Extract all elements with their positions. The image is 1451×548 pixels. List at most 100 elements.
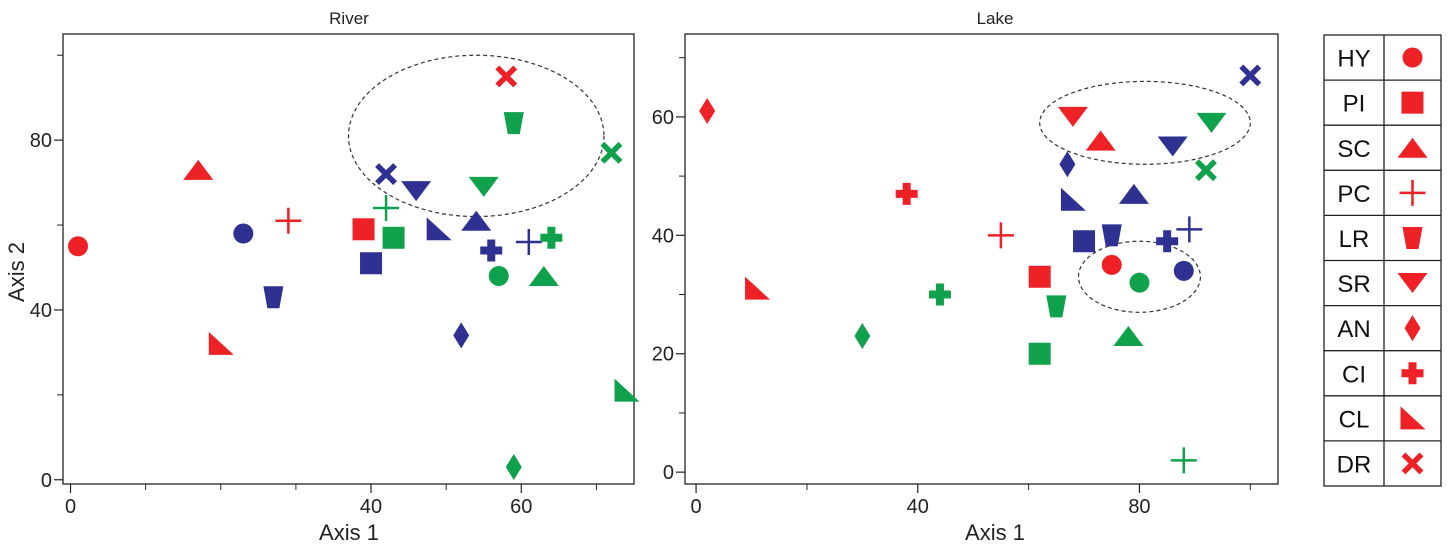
lake-point-pi-green <box>1028 342 1051 365</box>
lake-y-tick-label: 20 <box>652 344 674 366</box>
lake-x-axis-label: Axis 1 <box>965 520 1025 545</box>
river-y-tick-label: 0 <box>41 470 52 492</box>
legend-marker-pc <box>1399 179 1426 206</box>
legend-label-cl: CL <box>1339 406 1370 433</box>
lake-point-pi-blue <box>1073 230 1096 253</box>
lake-point-sc-red <box>1085 130 1116 151</box>
river-point-pi-green <box>382 226 405 249</box>
lake-point-dr-green <box>1195 159 1217 182</box>
river-point-pc-green <box>373 195 400 222</box>
legend-table: HY PI SC PC LR SR AN CI CL DR <box>1323 34 1442 487</box>
lake-point-ci-red <box>895 182 918 205</box>
lake-x-tick-label: 80 <box>1128 496 1150 518</box>
lake-point-pi-red <box>1028 265 1051 288</box>
river-panel: River Axis 1 Axis 2 0 40 60 0 40 80 <box>4 9 640 545</box>
river-point-an-green <box>505 454 522 481</box>
legend-label-sr: SR <box>1337 271 1370 298</box>
lake-point-cl-blue <box>1060 187 1086 211</box>
lake-point-an-red <box>699 97 716 124</box>
lake-cluster-ellipse-1 <box>1039 80 1251 165</box>
lake-panel: Lake Axis 1 0 40 80 0 20 40 60 <box>652 9 1279 545</box>
lake-point-hy-red <box>1101 254 1122 275</box>
lake-point-lr-green <box>1046 295 1067 318</box>
legend-label-lr: LR <box>1339 226 1370 253</box>
river-point-lr-blue <box>263 286 284 309</box>
lake-point-sr-green <box>1196 112 1227 133</box>
river-point-lr-green <box>503 112 524 135</box>
river-point-ci-green <box>540 226 563 249</box>
river-point-cl-blue <box>426 217 452 241</box>
river-y-tick-label: 80 <box>30 130 52 152</box>
lake-point-sc-blue <box>1118 183 1149 204</box>
river-point-pi-red <box>352 218 375 241</box>
river-point-pi-blue <box>360 252 383 275</box>
legend-marker-an <box>1404 315 1421 342</box>
river-point-hy-blue <box>233 223 254 244</box>
legend-marker-hy <box>1402 47 1423 68</box>
river-point-sr-blue <box>401 181 432 202</box>
legend-label-ci: CI <box>1342 361 1366 388</box>
legend-marker-lr <box>1402 226 1423 249</box>
lake-point-hy-green <box>1129 272 1150 293</box>
river-point-ci-blue <box>480 239 503 262</box>
lake-point-pc-green <box>1170 447 1197 474</box>
lake-point-hy-blue <box>1173 260 1194 281</box>
river-point-cl-green <box>614 378 640 402</box>
river-point-dr-blue <box>375 163 398 186</box>
lake-point-sr-blue <box>1157 136 1188 157</box>
legend-marker-sr <box>1397 273 1428 294</box>
lake-y-tick-label: 60 <box>652 107 674 129</box>
river-cluster-ellipse-1 <box>347 54 605 218</box>
lake-plot-frame <box>684 33 1279 485</box>
river-point-an-blue <box>453 322 470 349</box>
river-y-axis-label: Axis 2 <box>4 242 29 302</box>
lake-point-an-green <box>854 322 871 349</box>
lake-y-tick-label: 0 <box>663 462 674 484</box>
legend-marker-dr <box>1401 452 1424 475</box>
legend-marker-sc <box>1397 137 1428 158</box>
lake-point-ci-green <box>928 283 951 306</box>
lake-point-pc-red <box>987 222 1014 249</box>
river-x-tick-label: 40 <box>360 496 382 518</box>
river-panel-title: River <box>329 9 369 28</box>
river-x-axis-label: Axis 1 <box>319 520 379 545</box>
river-point-hy-red <box>68 236 89 257</box>
river-point-cl-red <box>208 331 234 355</box>
river-point-sr-green <box>468 176 499 197</box>
lake-point-lr-blue <box>1101 224 1122 247</box>
river-x-tick-label: 60 <box>510 496 532 518</box>
river-y-tick-label: 40 <box>30 300 52 322</box>
legend-label-sc: SC <box>1337 136 1370 163</box>
lake-panel-title: Lake <box>977 9 1014 28</box>
lake-point-cl-red <box>745 276 771 300</box>
legend-marker-cl <box>1400 406 1426 430</box>
legend-label-pc: PC <box>1337 181 1370 208</box>
lake-point-pc-blue <box>1176 216 1203 243</box>
river-point-sc-blue <box>461 210 492 231</box>
legend-label-pi: PI <box>1343 91 1366 118</box>
lake-point-sc-green <box>1113 325 1144 346</box>
river-point-pc-red <box>275 207 302 234</box>
legend-marker-pi <box>1401 91 1424 114</box>
lake-cluster-ellipse-2 <box>1077 240 1202 313</box>
lake-x-tick-label: 0 <box>691 496 702 518</box>
river-point-dr-red <box>495 65 518 88</box>
river-point-pc-blue <box>515 229 542 256</box>
river-point-sc-red <box>183 159 214 180</box>
lake-point-dr-blue <box>1239 64 1262 87</box>
legend-label-an: AN <box>1337 316 1370 343</box>
lake-point-sr-red <box>1057 106 1088 127</box>
river-plot-frame <box>62 33 635 485</box>
river-x-tick-label: 0 <box>65 496 76 518</box>
river-point-hy-green <box>488 265 509 286</box>
lake-point-an-blue <box>1059 151 1076 178</box>
lake-point-ci-blue <box>1156 230 1179 253</box>
legend-label-dr: DR <box>1337 451 1372 478</box>
lake-x-tick-label: 40 <box>907 496 929 518</box>
river-point-dr-green <box>600 141 623 164</box>
legend-marker-ci <box>1401 362 1424 385</box>
legend-label-hy: HY <box>1337 46 1370 73</box>
lake-y-tick-label: 40 <box>652 225 674 247</box>
river-point-sc-green <box>528 265 559 286</box>
